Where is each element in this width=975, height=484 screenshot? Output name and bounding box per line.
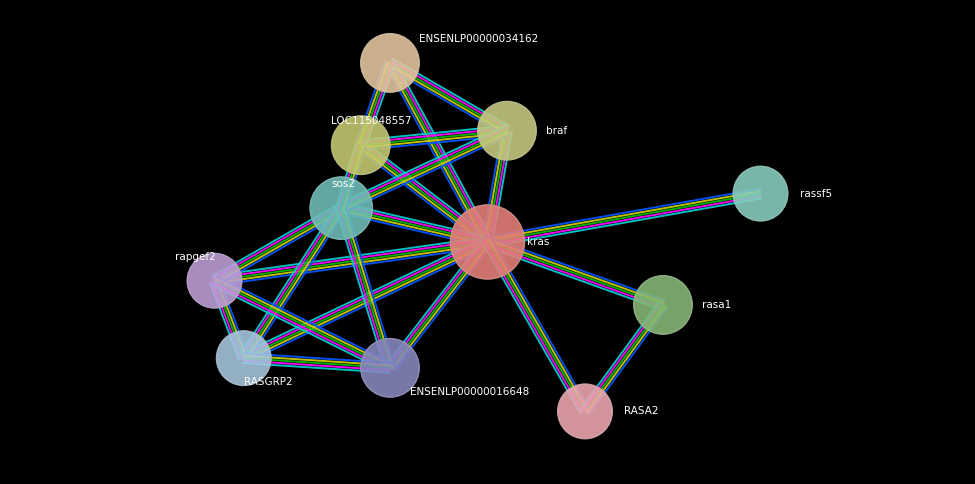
Text: LOC115048557: LOC115048557 <box>332 116 412 126</box>
Text: RASA2: RASA2 <box>624 407 658 416</box>
Text: rasa1: rasa1 <box>702 300 731 310</box>
Text: rassf5: rassf5 <box>800 189 832 198</box>
Ellipse shape <box>634 276 692 334</box>
Text: sos2: sos2 <box>332 179 356 189</box>
Text: RASGRP2: RASGRP2 <box>244 378 292 387</box>
Ellipse shape <box>187 254 242 308</box>
Text: ENSENLP00000034162: ENSENLP00000034162 <box>419 34 538 44</box>
Ellipse shape <box>216 331 271 385</box>
Ellipse shape <box>558 384 612 439</box>
Ellipse shape <box>332 116 390 174</box>
Text: braf: braf <box>546 126 567 136</box>
Text: kras: kras <box>526 237 549 247</box>
Ellipse shape <box>361 339 419 397</box>
Ellipse shape <box>478 102 536 160</box>
Ellipse shape <box>361 34 419 92</box>
Text: ENSENLP00000016648: ENSENLP00000016648 <box>410 387 528 397</box>
Ellipse shape <box>450 205 525 279</box>
Ellipse shape <box>733 166 788 221</box>
Text: rapgef2: rapgef2 <box>176 252 216 261</box>
Ellipse shape <box>310 177 372 239</box>
